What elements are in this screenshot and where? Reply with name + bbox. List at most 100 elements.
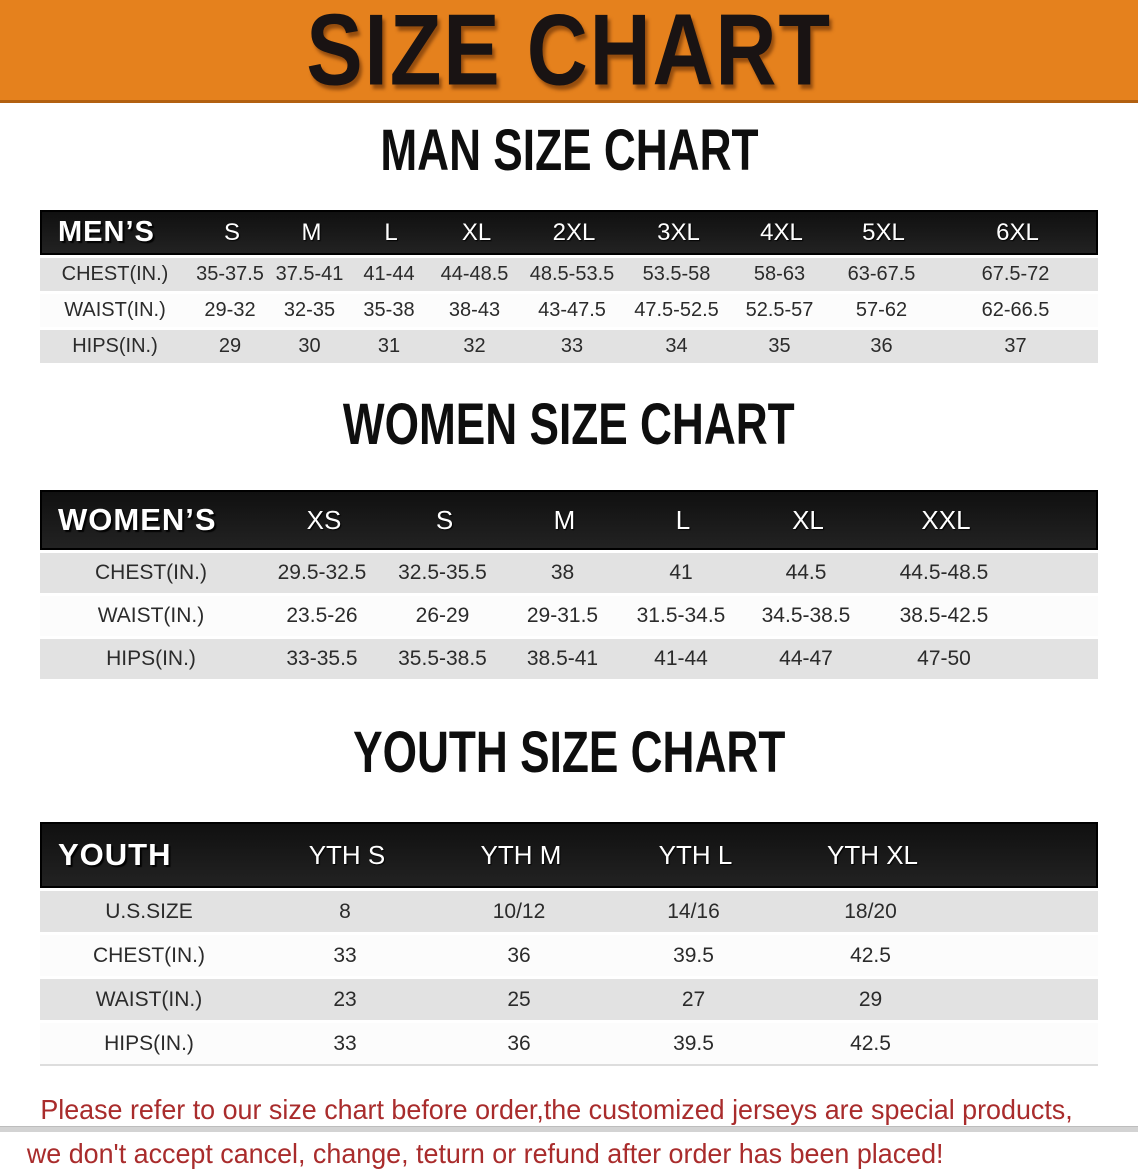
size-column-header: 4XL	[760, 218, 803, 246]
size-value: 41-44	[654, 647, 708, 670]
size-column-header: YTH XL	[826, 839, 919, 870]
men-table-title: MEN’S	[58, 216, 155, 248]
women-table-header: WOMEN’S XS S M L XL XXL	[40, 490, 1098, 550]
size-value: 34.5-38.5	[761, 604, 851, 627]
size-column-header: YTH M	[480, 839, 562, 870]
size-value: 38	[550, 561, 575, 584]
women-table-title: WOMEN’S	[58, 502, 217, 537]
size-column-header: 2XL	[552, 218, 596, 246]
row-label: HIPS(IN.)	[72, 335, 158, 357]
size-value: 31.5-34.5	[636, 604, 726, 627]
size-value: 23	[333, 987, 357, 1011]
banner-title: SIZE CHART	[306, 0, 832, 107]
table-row: CHEST(IN.) 33 36 39.5 42.5	[40, 935, 1098, 976]
size-value: 53.5-58	[642, 263, 711, 285]
size-value: 14/16	[667, 899, 720, 923]
size-value: 41	[669, 561, 693, 584]
size-column-header: M	[553, 504, 576, 535]
table-row: U.S.SIZE 8 10/12 14/16 18/20	[40, 891, 1098, 932]
size-column-header: M	[301, 218, 322, 246]
size-value: 23.5-26	[286, 604, 358, 627]
men-section-heading: MAN SIZE CHART	[0, 118, 1138, 192]
size-column-header: XXL	[921, 504, 971, 535]
size-value: 35	[768, 335, 791, 357]
size-value: 29-31.5	[526, 604, 599, 627]
size-value: 37.5-41	[275, 263, 344, 285]
size-value: 18/20	[844, 899, 897, 923]
men-size-table: MEN’S S M L XL 2XL 3XL 4XL 5XL 6XL CHEST…	[40, 210, 1098, 363]
note-line-1: Please refer to our size chart before or…	[40, 1094, 1073, 1125]
size-value: 42.5	[850, 943, 891, 967]
size-value: 32.5-35.5	[398, 561, 487, 584]
note-line-2: we don't accept cancel, change, teturn o…	[26, 1138, 944, 1169]
size-value: 35-37.5	[196, 263, 264, 285]
row-label: WAIST(IN.)	[97, 604, 205, 627]
size-value: 44.5	[785, 561, 827, 584]
size-value: 10/12	[492, 899, 546, 923]
size-column-header: 6XL	[996, 218, 1039, 246]
order-policy-note: Please refer to our size chart before or…	[0, 1088, 1138, 1176]
size-value: 30	[298, 335, 321, 357]
men-heading-text: MAN SIZE CHART	[379, 118, 759, 184]
row-label: HIPS(IN.)	[106, 647, 196, 670]
youth-section-heading: YOUTH SIZE CHART	[0, 720, 1138, 794]
size-value: 63-67.5	[847, 263, 916, 285]
table-row: WAIST(IN.) 23 25 27 29	[40, 979, 1098, 1020]
size-value: 29.5-32.5	[277, 561, 367, 584]
size-value: 57-62	[855, 299, 908, 321]
women-heading-text: WOMEN SIZE CHART	[343, 392, 795, 458]
size-value: 42.5	[850, 1031, 891, 1055]
table-row: WAIST(IN.) 23.5-26 26-29 29-31.5 31.5-34…	[40, 596, 1098, 636]
size-column-header: XL	[461, 218, 492, 246]
size-value: 8	[339, 899, 351, 923]
size-value: 47-50	[917, 647, 971, 670]
size-value: 43-47.5	[538, 299, 606, 321]
youth-heading-text: YOUTH SIZE CHART	[352, 720, 786, 786]
size-value: 32-35	[283, 299, 336, 321]
size-value: 31	[377, 335, 401, 357]
size-value: 25	[507, 987, 531, 1011]
size-column-header: S	[223, 218, 240, 246]
size-value: 36	[870, 335, 893, 357]
youth-table-title: YOUTH	[58, 837, 172, 872]
size-value: 39.5	[673, 1031, 714, 1055]
size-value: 29	[218, 335, 242, 357]
size-value: 36	[507, 943, 531, 967]
size-value: 38-43	[448, 299, 501, 321]
size-value: 34	[665, 335, 688, 357]
size-value: 52.5-57	[745, 299, 814, 321]
size-value: 29	[858, 987, 883, 1011]
table-row: HIPS(IN.) 33 36 39.5 42.5	[40, 1023, 1098, 1064]
youth-table-header: YOUTH YTH S YTH M YTH L YTH XL	[40, 822, 1098, 888]
size-value: 41-44	[363, 263, 415, 285]
size-column-header: YTH S	[308, 839, 386, 870]
size-value: 58-63	[753, 263, 806, 285]
table-row: HIPS(IN.) 29 30 31 32 33 34 35 36 37	[40, 330, 1098, 363]
size-column-header: YTH L	[658, 839, 733, 870]
size-value: 47.5-52.5	[634, 299, 719, 321]
size-value: 48.5-53.5	[529, 263, 615, 285]
size-column-header: L	[384, 218, 398, 246]
row-label: HIPS(IN.)	[104, 1031, 194, 1055]
size-value: 39.5	[673, 943, 714, 967]
row-label: CHEST(IN.)	[93, 943, 205, 967]
size-column-header: S	[435, 504, 454, 535]
size-value: 33-35.5	[286, 647, 358, 670]
size-column-header: XS	[306, 504, 342, 535]
size-value: 29-32	[204, 299, 256, 321]
size-value: 33	[333, 1031, 357, 1055]
table-row: CHEST(IN.) 29.5-32.5 32.5-35.5 38 41 44.…	[40, 553, 1098, 593]
size-value: 37	[1004, 335, 1027, 357]
size-column-header: L	[675, 504, 691, 535]
row-label: U.S.SIZE	[105, 899, 193, 923]
row-label: WAIST(IN.)	[64, 299, 166, 321]
row-label: CHEST(IN.)	[61, 263, 169, 285]
size-value: 38.5-41	[526, 647, 599, 670]
size-value: 44-48.5	[440, 263, 509, 285]
size-value: 44.5-48.5	[899, 561, 989, 584]
size-value: 44-47	[779, 647, 833, 670]
size-value: 67.5-72	[981, 263, 1050, 285]
size-column-header: 3XL	[657, 218, 700, 246]
women-section-heading: WOMEN SIZE CHART	[0, 392, 1138, 466]
table-row: WAIST(IN.) 29-32 32-35 35-38 38-43 43-47…	[40, 294, 1098, 327]
